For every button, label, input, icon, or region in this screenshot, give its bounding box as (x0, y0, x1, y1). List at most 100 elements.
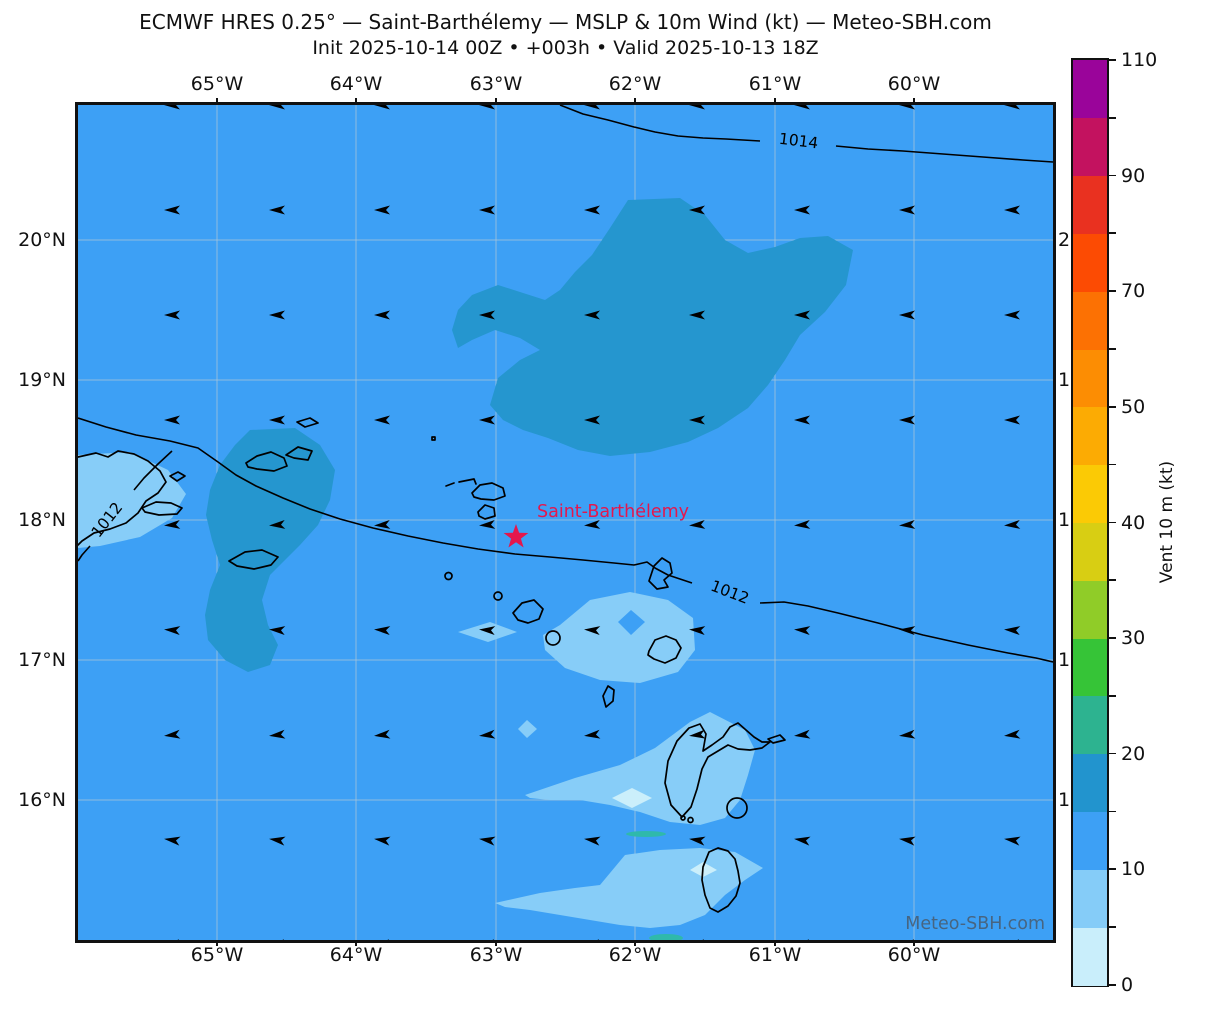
lat-label-left: 16°N (18, 789, 66, 811)
lon-label-bottom: 65°W (190, 944, 244, 966)
coastline-tortola (285, 446, 313, 461)
coastline-dominica (701, 847, 741, 913)
coastline-puerto-rico (78, 450, 167, 546)
wind-arrow (689, 836, 706, 846)
lon-label-bottom: 62°W (608, 944, 662, 966)
wind-arrow (899, 205, 915, 215)
colorbar-segment (1073, 753, 1107, 813)
lon-label-top: 64°W (329, 73, 383, 95)
lat-label-left: 17°N (18, 649, 66, 671)
wind-arrow (164, 836, 181, 846)
colorbar-segment (1073, 522, 1107, 581)
coastline-st-barthelemy-island (477, 504, 496, 520)
colorbar-segment (1073, 175, 1107, 234)
wind-arrow (479, 310, 495, 320)
map-title: ECMWF HRES 0.25° — Saint-Barthélemy — MS… (139, 10, 992, 34)
wind-region-20-25kt-dash-1 (626, 831, 666, 837)
lon-label-top: 61°W (748, 73, 802, 95)
lon-tick-top (216, 98, 218, 103)
wind-arrow (479, 415, 495, 425)
wind-arrow (374, 415, 390, 425)
coastline-vieques (141, 501, 183, 516)
lon-label-top: 63°W (469, 73, 523, 95)
wind-arrow (689, 415, 705, 425)
wind-region-5-10kt-guadeloupe (525, 712, 755, 825)
colorbar-tick (1109, 752, 1116, 755)
wind-arrow (164, 105, 180, 110)
wind-arrow (689, 310, 705, 320)
wind-arrow (164, 205, 180, 215)
wind-arrow (899, 105, 915, 110)
wind-arrow (689, 205, 705, 215)
colorbar-segment (1073, 464, 1107, 523)
wind-arrow (1004, 415, 1020, 425)
wind-arrow (794, 519, 811, 529)
wind-arrow (374, 310, 390, 320)
coastline-montserrat (602, 685, 615, 708)
wind-arrow (479, 729, 496, 739)
wind-arrow (584, 519, 601, 529)
lon-tick-top (774, 98, 776, 103)
colorbar-tick (1109, 868, 1116, 871)
lat-label-right-clipped: 20°N (1058, 229, 1070, 251)
wind-arrow (164, 310, 180, 320)
coastline-culebra (169, 471, 186, 482)
colorbar-segment (1073, 580, 1107, 639)
colorbar-tick-label: 90 (1121, 164, 1146, 187)
wind-arrow (794, 729, 811, 739)
lat-label-right-clipped: 17°N (1058, 649, 1070, 671)
wind-arrow (1004, 310, 1020, 320)
lat-label-left: 19°N (18, 369, 66, 391)
wind-region-20-25kt-dash-2 (649, 934, 683, 940)
wind-arrow (479, 519, 496, 529)
lon-label-bottom: 63°W (469, 944, 523, 966)
station-label: Saint-Barthélemy (537, 502, 689, 522)
colorbar-tick (1109, 926, 1116, 928)
wind-arrow (584, 105, 600, 110)
wind-arrow (374, 105, 390, 110)
coastline-la-desirade (767, 734, 786, 744)
colorbar-tick-label: 70 (1121, 280, 1146, 303)
wind-arrow (899, 836, 916, 846)
wind-arrow (269, 310, 285, 320)
colorbar-tick (1109, 637, 1116, 639)
colorbar-tick (1109, 521, 1116, 524)
wind-region-5-10kt-diamond (518, 720, 537, 738)
coastline-nevis (545, 630, 561, 646)
lat-label-left: 18°N (18, 509, 66, 531)
wind-arrow (1004, 626, 1021, 636)
isobar-1014-line (835, 145, 1053, 163)
lon-label-top: 60°W (887, 73, 941, 95)
colorbar-tick-label: 40 (1121, 511, 1146, 534)
station-star-marker (503, 524, 529, 548)
isobar-1012-line (133, 450, 173, 491)
colorbar-segment (1073, 117, 1107, 177)
wind-arrow (794, 105, 810, 110)
colorbar-segment (1073, 60, 1107, 119)
wind-arrow (584, 415, 600, 425)
colorbar-frame (1071, 58, 1109, 987)
colorbar-segment (1073, 869, 1107, 928)
lon-label-top: 62°W (608, 73, 662, 95)
coastline-st-eustatius (493, 591, 503, 601)
colorbar-tick (1109, 290, 1116, 292)
wind-region-15-20kt-north (452, 198, 853, 456)
wind-arrow (899, 519, 916, 529)
colorbar-segment (1073, 233, 1107, 292)
lon-label-bottom: 60°W (887, 944, 941, 966)
colorbar-tick (1109, 405, 1116, 408)
wind-arrow (794, 626, 811, 636)
wind-arrow (584, 310, 600, 320)
colorbar-tick (1109, 579, 1116, 581)
coastline-guadeloupe (664, 722, 771, 818)
wind-arrow (1004, 519, 1021, 529)
lon-tick-bottom (634, 941, 636, 946)
wind-region-15-20kt-west (205, 428, 335, 672)
wind-arrow (164, 729, 181, 739)
wind-region-0-5kt-guadeloupe (612, 788, 652, 808)
wind-arrow (1004, 729, 1021, 739)
coastline-st-martin (471, 482, 506, 501)
wind-arrow (269, 519, 286, 529)
wind-arrow (269, 626, 286, 636)
